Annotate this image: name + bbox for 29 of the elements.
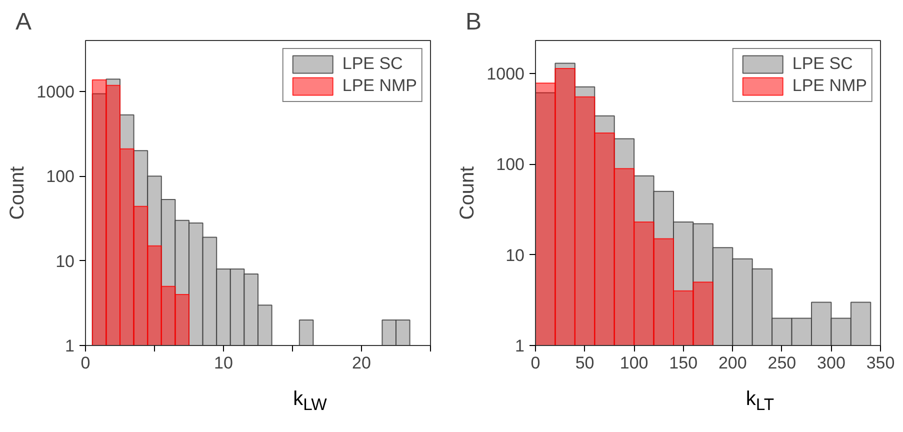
chart-title: A <box>16 8 32 36</box>
y-tick-label: 1 <box>65 336 75 356</box>
y-tick-label: 1 <box>515 336 525 356</box>
chart-title: B <box>466 8 482 36</box>
x-tick-label: 150 <box>669 354 698 372</box>
y-tick-label: 10 <box>506 246 525 265</box>
x-tick-label: 0 <box>80 354 90 372</box>
y-tick-label: 100 <box>46 167 75 186</box>
x-tick-label: 10 <box>214 354 233 372</box>
x-axis-title: k$_{LW}$ <box>293 387 327 416</box>
y-axis-title: Count <box>6 166 29 220</box>
x-tick-label: 50 <box>575 354 594 372</box>
y-axis-title: Count <box>456 166 479 220</box>
x-tick-label: 200 <box>718 354 747 372</box>
legend-label: LPE SC <box>342 54 403 74</box>
x-tick-label: 100 <box>620 354 648 372</box>
y-tick-label: 10 <box>56 252 75 271</box>
y-tick-label: 100 <box>496 155 525 174</box>
x-tick-label: 300 <box>817 354 846 372</box>
legend-label: LPE NMP <box>792 76 867 96</box>
x-tick-label: 20 <box>352 354 371 372</box>
x-tick-label: 250 <box>768 354 796 372</box>
x-tick-label: 350 <box>866 354 895 372</box>
x-axis-title: k$_{LT}$ <box>746 387 774 416</box>
y-tick-label: 1000 <box>36 82 75 102</box>
x-tick-label: 0 <box>530 354 540 372</box>
legend-label: LPE SC <box>792 54 853 74</box>
legend-label: LPE NMP <box>342 76 417 96</box>
y-tick-label: 1000 <box>486 64 525 84</box>
